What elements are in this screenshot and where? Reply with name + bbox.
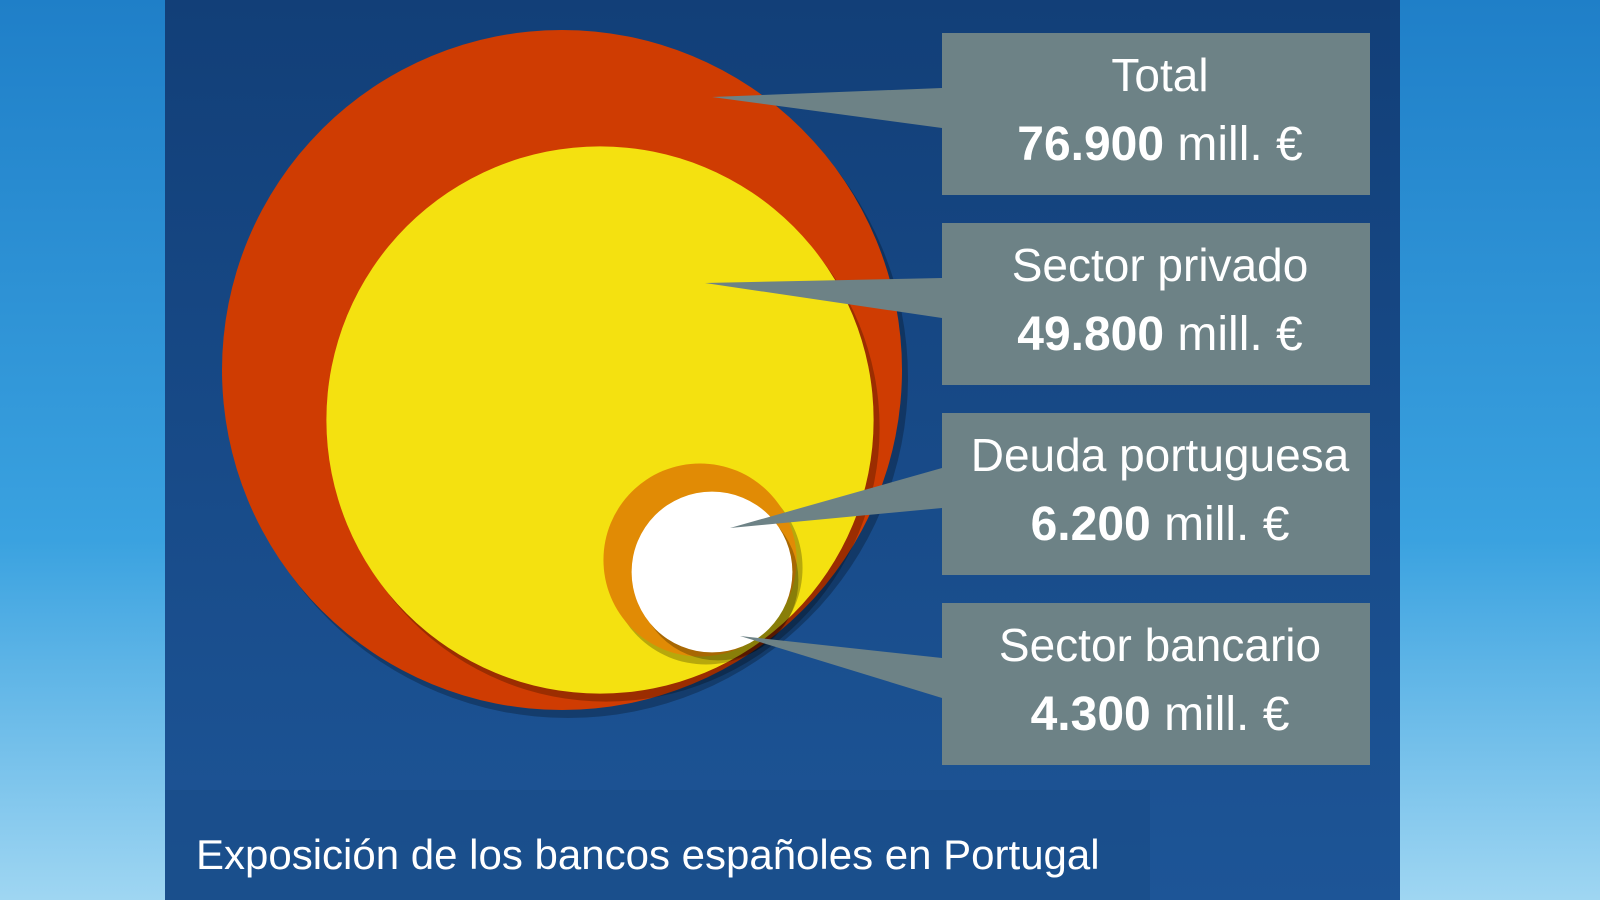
value-space: [1151, 688, 1164, 741]
category-label: Sector bancario: [999, 619, 1321, 671]
value-unit: mill. €: [1177, 308, 1303, 361]
callout-box: [942, 603, 1370, 765]
callout-pointer: [712, 88, 942, 128]
value-label: 4.300 mill. €: [1031, 688, 1290, 741]
value-number: 6.200: [1031, 498, 1151, 551]
category-label: Total: [1111, 49, 1208, 101]
value-unit: mill. €: [1164, 688, 1290, 741]
value-number: 76.900: [1017, 118, 1164, 171]
callout-pointer: [730, 468, 942, 528]
callout-box: [942, 223, 1370, 385]
value-space: [1164, 118, 1177, 171]
chart-title: Exposición de los bancos españoles en Po…: [196, 831, 1100, 878]
value-label: 49.800 mill. €: [1017, 308, 1303, 361]
callout-box: [942, 413, 1370, 575]
callout-box: [942, 33, 1370, 195]
value-space: [1164, 308, 1177, 361]
value-number: 4.300: [1031, 688, 1151, 741]
caption-bar: [165, 790, 1150, 900]
callout-pointer: [705, 278, 942, 318]
callout-pointer: [740, 636, 942, 698]
category-label: Sector privado: [1012, 239, 1309, 291]
value-unit: mill. €: [1177, 118, 1303, 171]
bubble: [631, 491, 793, 653]
value-label: 76.900 mill. €: [1017, 118, 1303, 171]
value-label: 6.200 mill. €: [1031, 498, 1290, 551]
value-number: 49.800: [1017, 308, 1164, 361]
value-space: [1151, 498, 1164, 551]
value-unit: mill. €: [1164, 498, 1290, 551]
category-label: Deuda portuguesa: [971, 429, 1350, 481]
labels: Total 76.900 mill. € Sector privado 49.800 …: [705, 33, 1370, 765]
bubbles: [222, 30, 908, 718]
